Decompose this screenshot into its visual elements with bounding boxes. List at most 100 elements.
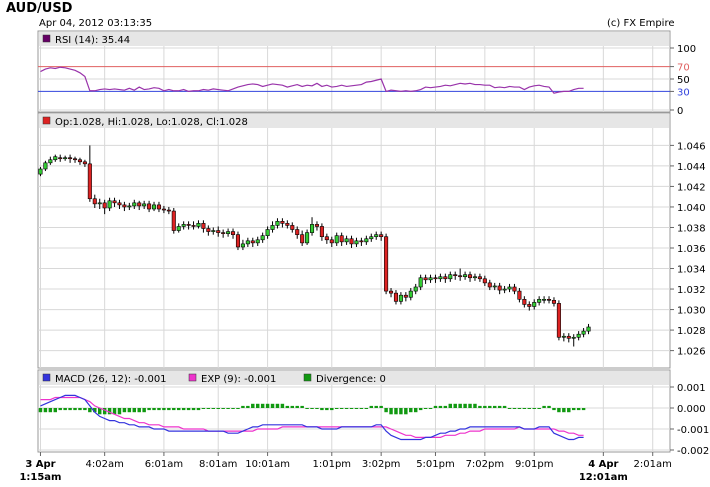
divergence-bar: [142, 408, 146, 413]
candle-down: [280, 221, 285, 224]
candle-down: [161, 208, 166, 211]
divergence-bar: [73, 408, 77, 411]
candle-up: [265, 229, 270, 236]
candle-down: [324, 236, 329, 241]
divergence-bar: [404, 408, 408, 415]
candle-down: [468, 274, 473, 279]
candle-up: [275, 221, 280, 226]
candle-down: [319, 226, 324, 238]
divergence-bar: [399, 408, 403, 415]
candle-up: [176, 226, 181, 231]
divergence-bar: [275, 403, 280, 408]
candle-up: [448, 274, 453, 280]
divergence-bar: [181, 408, 186, 411]
macd-legend-label: MACD (26, 12): -0.001: [55, 374, 167, 385]
divergence-bar: [364, 408, 369, 409]
candle-up: [438, 276, 443, 280]
divergence-bar: [38, 408, 43, 413]
rsi-tick-label: 0: [677, 106, 683, 117]
candle-up: [542, 299, 547, 301]
divergence-bar: [384, 408, 388, 413]
candle-up: [260, 235, 265, 241]
divergence-bar: [117, 408, 122, 415]
divergence-bar: [132, 408, 137, 413]
candle-up: [334, 235, 339, 244]
candle-up: [107, 200, 112, 209]
divergence-bar: [492, 405, 497, 408]
divergence-bar: [167, 408, 171, 411]
divergence-bar: [305, 408, 309, 409]
divergence-bar: [191, 408, 196, 411]
macd-legend-swatch: [303, 373, 312, 382]
candle-up: [226, 231, 231, 234]
divergence-bar: [448, 403, 453, 408]
divergence-bar: [186, 408, 191, 411]
divergence-bar: [236, 408, 240, 409]
candle-up: [63, 157, 68, 160]
divergence-bar: [552, 408, 556, 411]
macd-tick-label: -0.001: [677, 425, 709, 436]
macd-legend-label: Divergence: 0: [316, 374, 386, 385]
candle-down: [290, 225, 295, 230]
divergence-bar: [88, 408, 92, 413]
divergence-bar: [463, 403, 467, 408]
price-tick-label: 1.034: [677, 265, 706, 276]
candle-down: [250, 240, 255, 244]
candle-down: [389, 290, 394, 294]
divergence-bar: [537, 408, 541, 409]
divergence-bar: [201, 408, 206, 409]
x-tick-label: 3:02pm: [362, 459, 401, 470]
divergence-bar: [211, 408, 216, 409]
divergence-bar: [107, 408, 112, 415]
macd-legend-label: EXP (9): -0.001: [201, 374, 276, 385]
divergence-bar: [176, 408, 181, 411]
divergence-bar: [43, 408, 48, 413]
candle-down: [512, 286, 517, 292]
candle-down: [349, 238, 354, 245]
divergence-bar: [394, 408, 398, 415]
candle-down: [68, 157, 73, 160]
divergence-bar: [344, 408, 349, 409]
price-tick-label: 1.040: [677, 203, 706, 214]
divergence-bar: [53, 408, 58, 413]
divergence-bar: [270, 403, 275, 408]
candle-down: [453, 274, 458, 277]
candle-down: [300, 234, 305, 244]
divergence-bar: [423, 408, 428, 409]
divergence-bar: [527, 408, 532, 409]
divergence-bar: [502, 405, 507, 408]
price-tick-label: 1.038: [677, 223, 706, 234]
candle-up: [369, 236, 374, 240]
divergence-bar: [517, 408, 522, 409]
divergence-bar: [58, 408, 62, 411]
divergence-bar: [97, 408, 102, 415]
candle-up: [245, 240, 250, 245]
divergence-bar: [542, 405, 546, 408]
macd-tick-label: 0.001: [677, 383, 706, 394]
divergence-bar: [571, 408, 576, 411]
divergence-bar: [285, 405, 290, 408]
x-tick-label: 9:01pm: [515, 459, 554, 470]
divergence-bar: [162, 408, 166, 411]
candle-up: [211, 230, 216, 232]
divergence-bar: [157, 408, 161, 411]
candle-down: [423, 277, 428, 281]
candle-up: [240, 243, 245, 248]
candle-up: [532, 302, 537, 307]
candle-up: [537, 299, 542, 303]
candle-down: [186, 224, 191, 226]
divergence-bar: [226, 408, 230, 409]
divergence-bar: [409, 408, 413, 413]
divergence-bar: [507, 408, 512, 409]
candle-down: [102, 202, 107, 209]
divergence-bar: [369, 405, 374, 408]
credit: (c) FX Empire: [607, 18, 675, 29]
price-legend-bar: [39, 114, 669, 128]
divergence-bar: [320, 408, 324, 411]
candle-down: [201, 223, 206, 229]
candle-down: [166, 209, 171, 212]
candle-down: [117, 202, 122, 206]
candle-up: [472, 276, 477, 279]
divergence-bar: [522, 408, 527, 409]
